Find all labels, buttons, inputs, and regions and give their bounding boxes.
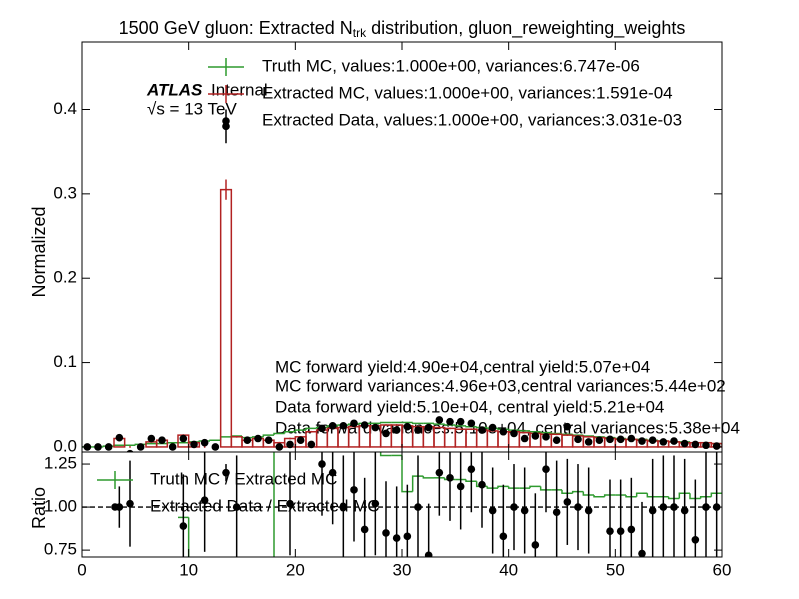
step: [145, 442, 157, 445]
y-tick-label: 0.0: [53, 436, 77, 455]
step: [689, 493, 701, 500]
step: [486, 486, 498, 489]
step: [283, 431, 296, 434]
step: [401, 455, 413, 493]
x-tick-label: 10: [179, 560, 198, 579]
bar: [219, 188, 233, 448]
step: [262, 434, 274, 437]
annotation: MC forward yield:4.90e+04,central yield:…: [275, 357, 650, 376]
step: [219, 436, 232, 441]
x-tick-label: 0: [77, 560, 86, 579]
chart-title: 1500 GeV gluon: Extracted Ntrk distribut…: [119, 18, 686, 40]
legend-entry: Extracted MC, values:1.000e+00, variance…: [208, 83, 673, 103]
legend-entry: Truth MC, values:1.000e+00, variances:6.…: [208, 56, 640, 76]
step: [571, 490, 584, 494]
step: [625, 495, 637, 498]
step: [539, 486, 552, 491]
step: [443, 424, 456, 426]
step: [710, 492, 722, 497]
step: [539, 431, 552, 434]
step: [699, 496, 712, 499]
step: [497, 485, 509, 489]
legend-entry: Extracted Data / Extracted MC: [111, 496, 380, 515]
step: [209, 439, 221, 442]
step: [305, 427, 317, 431]
legend-label: Extracted MC, values:1.000e+00, variance…: [262, 83, 673, 102]
x-tick-label: 50: [606, 560, 625, 579]
y-tick-label: 0.4: [53, 99, 77, 118]
step: [379, 452, 392, 457]
legend-label: Extracted Data, values:1.000e+00, varian…: [262, 110, 682, 129]
bar: [230, 436, 243, 448]
y-tick-label: 0.75: [44, 540, 77, 559]
title-text: distribution, gluon_reweighting_weights: [366, 18, 685, 39]
step: [582, 435, 594, 437]
title-text: 1500 GeV gluon: Extracted N: [119, 18, 353, 38]
legend-label: Truth MC, values:1.000e+00, variances:6.…: [262, 56, 640, 75]
step: [667, 496, 680, 500]
step: [529, 485, 541, 489]
step: [379, 421, 392, 424]
legend-entry: Extracted Data, values:1.000e+00, varian…: [222, 110, 682, 129]
step: [571, 434, 584, 436]
step: [561, 489, 573, 495]
step: [603, 494, 616, 497]
step: [582, 491, 594, 496]
step: [422, 476, 434, 479]
energy-label: √s = 13 TeV: [147, 99, 237, 118]
y-axis-label: Ratio: [29, 487, 49, 529]
legend-marker: [111, 503, 119, 511]
step: [507, 429, 520, 431]
y-tick-label: 1.25: [44, 454, 77, 473]
step: [465, 425, 477, 428]
step: [370, 442, 381, 445]
annotation: MC forward variances:4.96e+03,central va…: [275, 376, 726, 395]
title-subscript: trk: [353, 26, 367, 40]
step: [294, 429, 306, 432]
step: [550, 432, 562, 435]
step: [411, 475, 424, 492]
atlas-status: Internal: [211, 80, 268, 99]
annotation: Data forward yield:5.10e+04, central yie…: [275, 397, 664, 416]
step: [113, 444, 125, 447]
y-tick-label: 0.3: [53, 183, 77, 202]
step: [529, 430, 541, 433]
step: [273, 432, 285, 436]
legend-label: Truth MC / Extracted MC: [150, 469, 337, 488]
step: [359, 438, 370, 441]
step: [231, 576, 242, 593]
x-tick-label: 40: [499, 560, 518, 579]
step: [411, 422, 424, 425]
y-axis-label: Normalized: [29, 206, 49, 297]
step: [187, 517, 190, 557]
step: [678, 492, 690, 499]
y-tick-label: 0.2: [53, 268, 77, 287]
step: [465, 479, 477, 483]
data-point: [126, 449, 134, 452]
x-tick-label: 30: [393, 560, 412, 579]
y-tick-label: 0.1: [53, 352, 77, 371]
x-tick-label: 60: [713, 560, 732, 579]
y-tick-label: 1.00: [44, 497, 77, 516]
step: [242, 576, 253, 593]
plot-area: [82, 109, 722, 452]
step: [273, 452, 275, 557]
step: [263, 559, 274, 593]
plot-area: [82, 438, 722, 593]
step: [593, 495, 605, 498]
x-tick-label: 20: [286, 560, 305, 579]
legend-marker: [222, 117, 230, 125]
legend-label: Extracted Data / Extracted MC: [150, 496, 380, 515]
atlas-label: ATLAS: [146, 80, 203, 99]
step: [635, 492, 648, 497]
step: [507, 486, 520, 489]
step: [561, 433, 573, 436]
step: [518, 430, 530, 432]
step: [454, 425, 466, 427]
step: [646, 493, 658, 498]
step: [433, 423, 445, 425]
legend-entry: Truth MC / Extracted MC: [97, 469, 337, 489]
